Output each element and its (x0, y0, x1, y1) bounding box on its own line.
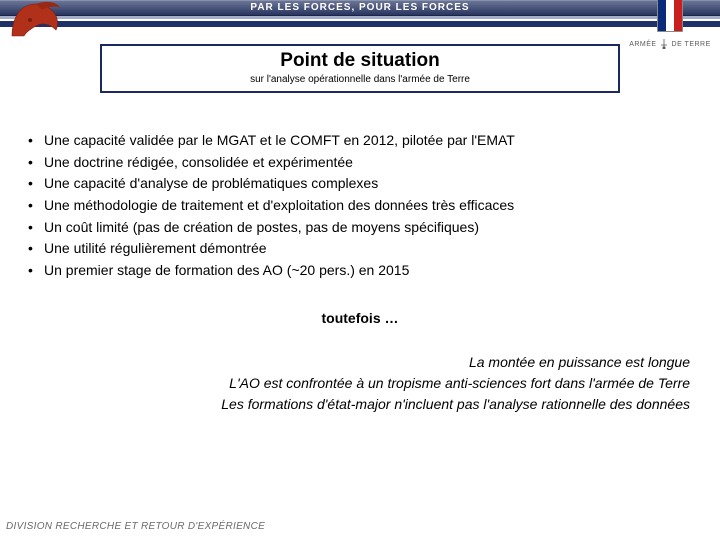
list-item: Un premier stage de formation des AO (~2… (28, 260, 692, 282)
italic-line: Les formations d'état-major n'incluent p… (28, 394, 690, 415)
italic-remarks: La montée en puissance est longue L'AO e… (28, 352, 692, 415)
title-box: Point de situation sur l'analyse opérati… (100, 44, 620, 93)
header-stripe-1 (0, 16, 720, 19)
army-logo: ARMÉE DE TERRE (628, 0, 712, 60)
slide-title: Point de situation (110, 50, 610, 72)
list-item: Une capacité d'analyse de problématiques… (28, 173, 692, 195)
list-item: Une doctrine rédigée, consolidée et expé… (28, 152, 692, 174)
list-item: Une méthodologie de traitement et d'expl… (28, 195, 692, 217)
header-stripe-2 (0, 21, 720, 27)
header-motto: PAR LES FORCES, POUR LES FORCES (0, 0, 720, 16)
content-area: Une capacité validée par le MGAT et le C… (28, 130, 692, 415)
army-logo-text: ARMÉE DE TERRE (628, 39, 712, 49)
list-item: Une utilité régulièrement démontrée (28, 238, 692, 260)
sword-icon (659, 39, 669, 49)
italic-line: La montée en puissance est longue (28, 352, 690, 373)
footer-text: DIVISION RECHERCHE ET RETOUR D'EXPÉRIENC… (6, 521, 265, 532)
italic-line: L'AO est confrontée à un tropisme anti-s… (28, 373, 690, 394)
header-banner: PAR LES FORCES, POUR LES FORCES ARMÉE DE… (0, 0, 720, 38)
army-logo-text-left: ARMÉE (629, 41, 656, 48)
transition-text: toutefois … (110, 310, 610, 326)
army-logo-text-right: DE TERRE (672, 41, 711, 48)
list-item: Un coût limité (pas de création de poste… (28, 217, 692, 239)
helmet-emblem-icon (6, 0, 64, 38)
list-item: Une capacité validée par le MGAT et le C… (28, 130, 692, 152)
slide-subtitle: sur l'analyse opérationnelle dans l'armé… (110, 74, 610, 85)
flag-icon (657, 0, 683, 32)
bullet-list: Une capacité validée par le MGAT et le C… (28, 130, 692, 282)
